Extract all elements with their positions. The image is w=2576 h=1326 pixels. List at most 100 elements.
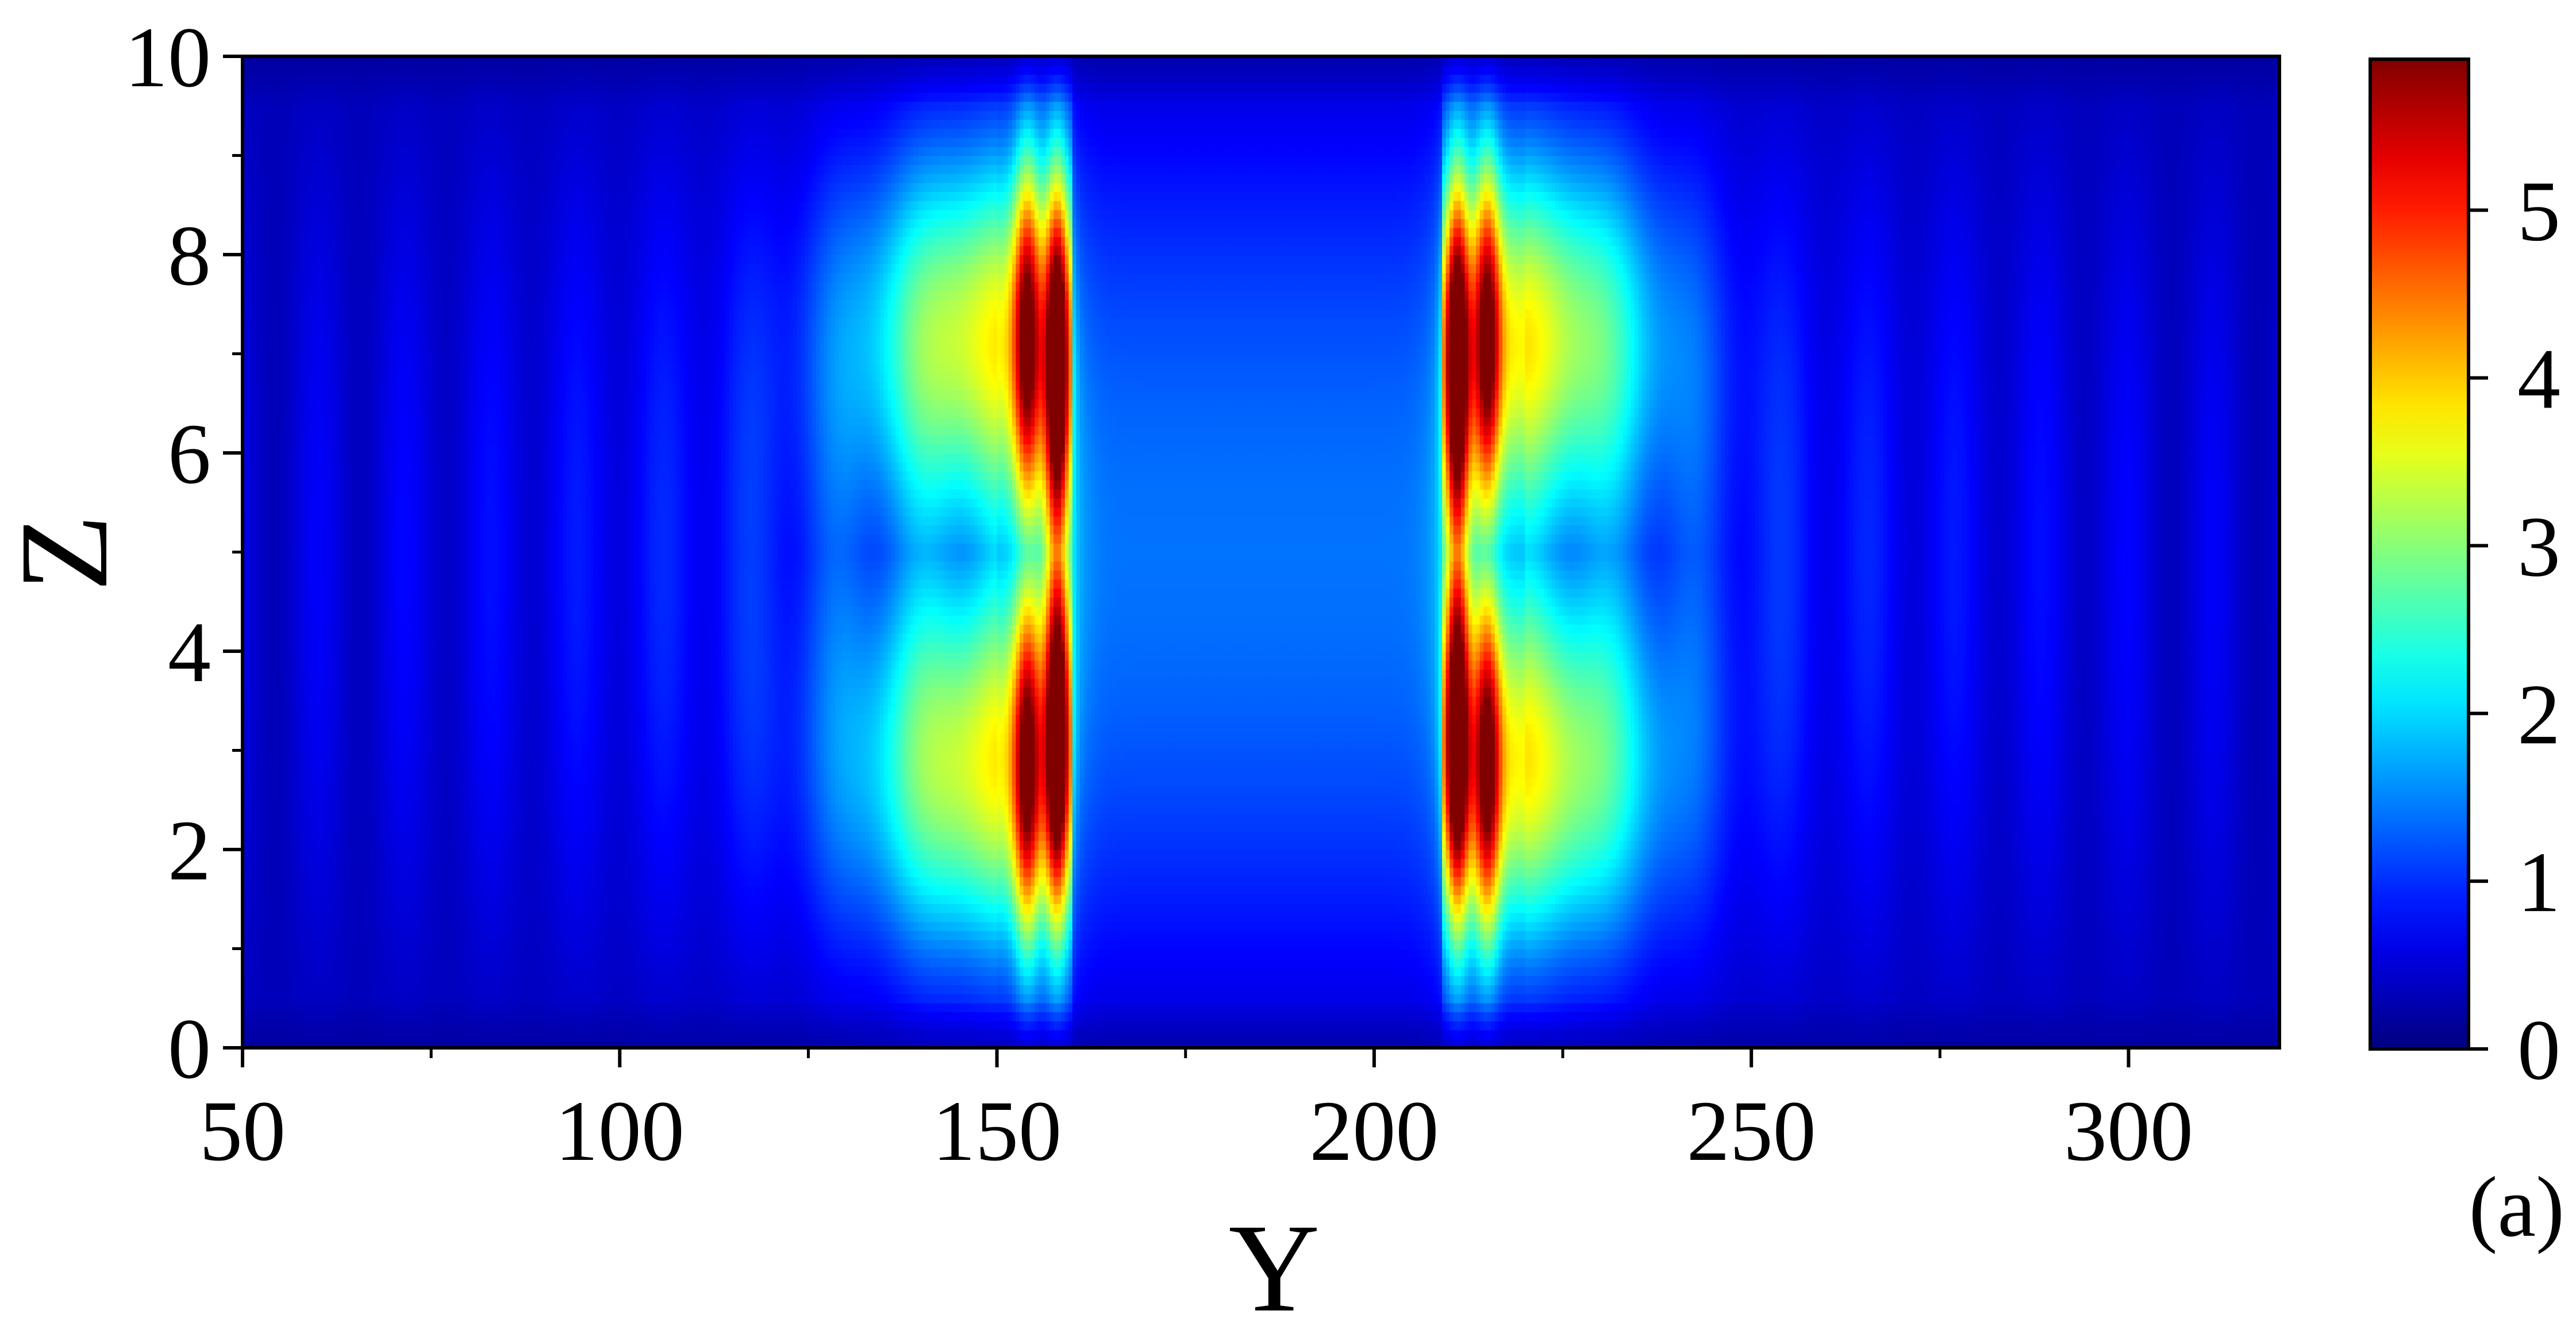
heatmap-cell: [1121, 1030, 1125, 1039]
heatmap-cell: [1616, 1012, 1620, 1021]
heatmap-cell: [1389, 1012, 1393, 1021]
heatmap-cell: [687, 1021, 691, 1030]
heatmap-cell: [665, 1030, 669, 1039]
heatmap-cell: [1608, 1012, 1612, 1021]
heatmap-cell: [1110, 1021, 1114, 1030]
heatmap-cell: [544, 1012, 548, 1021]
heatmap-cell: [1393, 1012, 1397, 1021]
heatmap-cell: [457, 1030, 462, 1039]
heatmap-cell: [1239, 1012, 1243, 1021]
heatmap-cell: [1740, 1021, 1744, 1030]
heatmap-cell: [1159, 1012, 1163, 1021]
heatmap-cell: [1039, 1030, 1043, 1039]
heatmap-cell: [450, 1030, 454, 1039]
heatmap-cell: [1065, 1012, 1069, 1021]
heatmap-cell: [1631, 1021, 1635, 1030]
heatmap-cell: [1065, 1030, 1069, 1039]
heatmap-cell: [1823, 1021, 1827, 1030]
heatmap-cell: [853, 1030, 858, 1039]
heatmap-cell: [1540, 1012, 1544, 1021]
heatmap-cell: [1133, 1012, 1137, 1021]
heatmap-cell: [635, 1012, 639, 1021]
heatmap-cell: [1049, 1012, 1054, 1021]
heatmap-cell: [1239, 1021, 1243, 1030]
heatmap-cell: [763, 1021, 767, 1030]
heatmap-cell: [812, 1012, 816, 1021]
heatmap-cell: [254, 1030, 258, 1039]
heatmap-cell: [1521, 1021, 1525, 1030]
heatmap-cell: [801, 1021, 805, 1030]
heatmap-cell: [948, 1012, 952, 1021]
heatmap-cell: [1951, 1030, 1955, 1039]
heatmap-cell: [2174, 1030, 2178, 1039]
heatmap-cell: [1638, 1030, 1642, 1039]
heatmap-cell: [1536, 1012, 1540, 1021]
heatmap-cell: [1480, 1030, 1484, 1039]
heatmap-cell: [2106, 1021, 2110, 1030]
heatmap-cell: [1035, 1030, 1039, 1039]
heatmap-cell: [284, 1021, 288, 1030]
heatmap-cell: [744, 1021, 748, 1030]
heatmap-cell: [1454, 1030, 1458, 1039]
heatmap-cell: [676, 1021, 680, 1030]
heatmap-cell: [375, 1021, 379, 1030]
heatmap-cell: [1020, 1030, 1024, 1039]
heatmap-cell: [1216, 1012, 1220, 1021]
heatmap-cell: [295, 1021, 299, 1030]
heatmap-cell: [1408, 1021, 1412, 1030]
heatmap-cell: [1321, 1030, 1325, 1039]
heatmap-cell: [1212, 1030, 1216, 1039]
heatmap-cell: [710, 1021, 714, 1030]
heatmap-cell: [1533, 1012, 1537, 1021]
heatmap-cell: [903, 1012, 907, 1021]
heatmap-cell: [2197, 1021, 2201, 1030]
heatmap-cell: [488, 1030, 492, 1039]
heatmap-cell: [1650, 1012, 1654, 1021]
heatmap-cell: [872, 1012, 876, 1021]
heatmap-cell: [552, 1021, 556, 1030]
heatmap-cell: [1404, 1021, 1408, 1030]
heatmap-cell: [1578, 1030, 1582, 1039]
heatmap-cell: [1295, 1012, 1299, 1021]
heatmap-cell: [2102, 1030, 2106, 1039]
heatmap-cell: [1054, 1021, 1058, 1030]
heatmap-cell: [2215, 1021, 2219, 1030]
heatmap-cell: [1102, 1012, 1106, 1021]
heatmap-cell: [1446, 1030, 1450, 1039]
heatmap-cell: [412, 1021, 416, 1030]
heatmap-cell: [2038, 1021, 2042, 1030]
heatmap-cell: [1393, 1030, 1397, 1039]
heatmap-cell: [1487, 1012, 1491, 1021]
heatmap-cell: [1080, 1030, 1084, 1039]
heatmap-cell: [624, 1012, 628, 1021]
heatmap-cell: [1506, 1012, 1510, 1021]
heatmap-cell: [669, 1012, 673, 1021]
heatmap-cell: [846, 1021, 850, 1030]
heatmap-cell: [1054, 1012, 1058, 1021]
heatmap-cell: [1254, 1030, 1258, 1039]
heatmap-cell: [363, 1021, 367, 1030]
heatmap-cell: [341, 1012, 345, 1021]
heatmap-cell: [729, 1030, 733, 1039]
heatmap-cell: [518, 1012, 522, 1021]
heatmap-cell: [1989, 1030, 1993, 1039]
heatmap-cell: [756, 1030, 760, 1039]
heatmap-cell: [386, 1012, 390, 1021]
heatmap-cell: [1913, 1021, 1917, 1030]
heatmap-cell: [1152, 1030, 1156, 1039]
heatmap-cell: [963, 1030, 967, 1039]
heatmap-cell: [944, 1030, 948, 1039]
heatmap-cell: [582, 1030, 586, 1039]
heatmap-cell: [1533, 1030, 1537, 1039]
heatmap-cell: [2125, 1021, 2129, 1030]
heatmap-cell: [1635, 1030, 1639, 1039]
heatmap-cell: [1231, 1012, 1235, 1021]
heatmap-cell: [397, 1012, 401, 1021]
heatmap-cell: [597, 1021, 601, 1030]
heatmap-cell: [759, 1030, 763, 1039]
heatmap-cell: [2060, 1021, 2064, 1030]
heatmap-cell: [325, 1021, 329, 1030]
heatmap-cell: [1272, 1021, 1277, 1030]
heatmap-cell: [1340, 1030, 1344, 1039]
heatmap-cell: [2000, 1021, 2004, 1030]
